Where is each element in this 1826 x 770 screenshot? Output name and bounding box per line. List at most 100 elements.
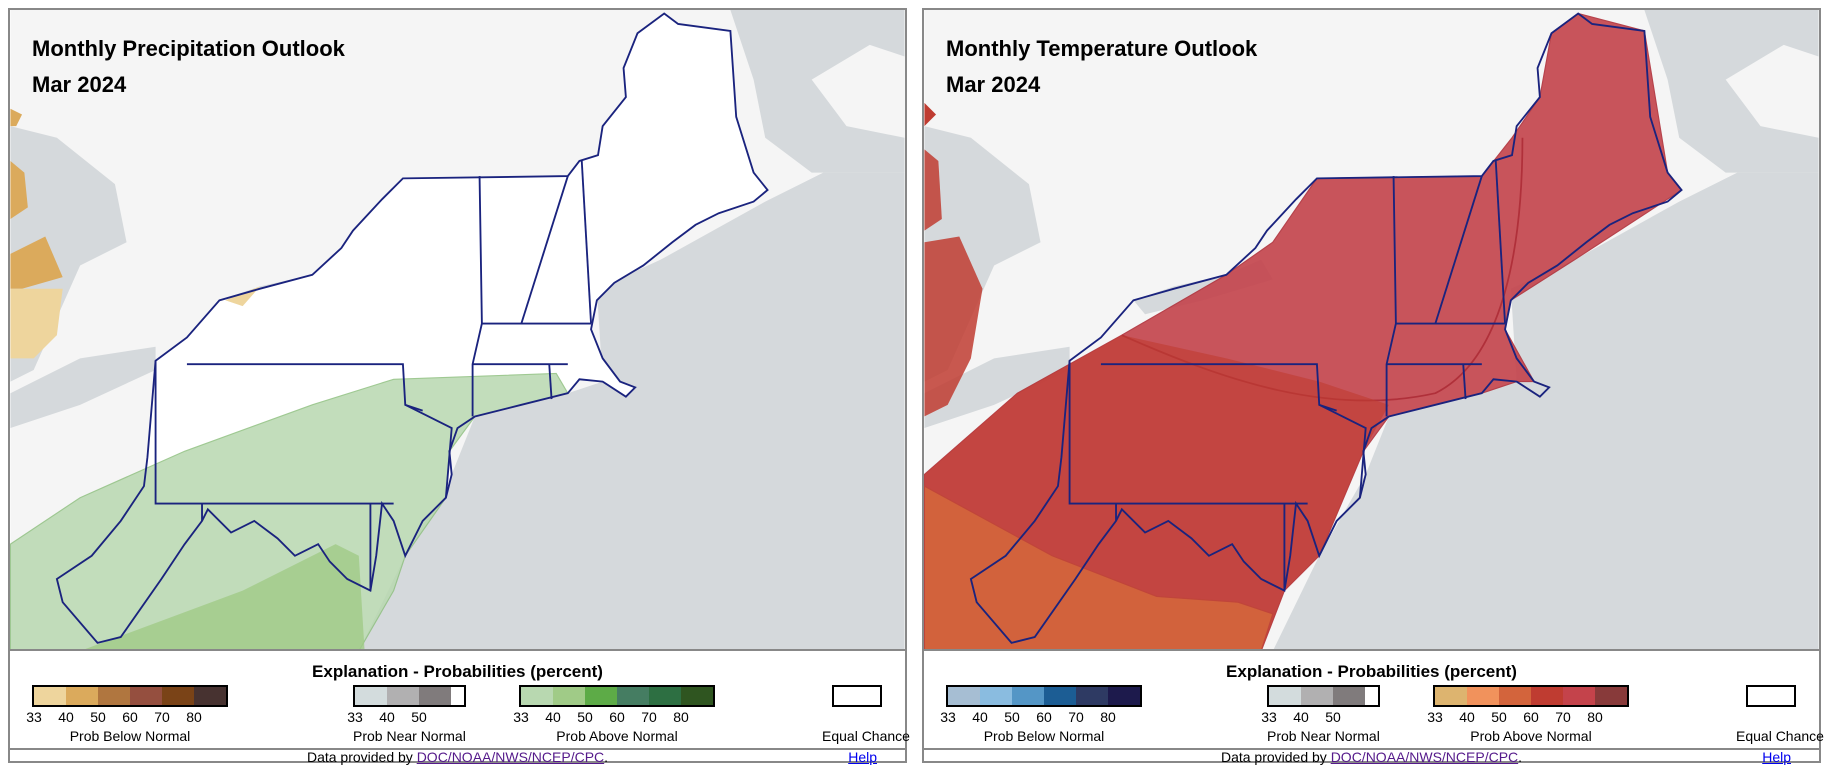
gulf-of-st-lawrence <box>707 10 905 173</box>
color-swatch <box>1012 687 1044 705</box>
tick-label: 50 <box>90 709 106 725</box>
footer: Data provided by DOC/NOAA/NWS/NCEP/CPC. H… <box>924 748 1819 765</box>
legend-caption: Prob Above Normal <box>1470 728 1592 744</box>
tick-label: 60 <box>122 709 138 725</box>
legend-caption: Prob Near Normal <box>353 728 466 744</box>
color-swatch <box>1435 687 1467 705</box>
tick-label: 80 <box>673 709 689 725</box>
below-normal-area <box>10 108 23 127</box>
tick-label: 40 <box>1293 709 1309 725</box>
map-title: Monthly Precipitation Outlook <box>32 36 345 61</box>
tick-label: 70 <box>1555 709 1571 725</box>
legend-caption: Prob Below Normal <box>69 728 191 744</box>
color-swatch <box>66 687 98 705</box>
color-swatch <box>130 687 162 705</box>
color-bar <box>1433 685 1629 707</box>
tick-label: 50 <box>1004 709 1020 725</box>
color-bar <box>353 685 466 707</box>
state-border <box>1068 360 1308 505</box>
color-swatch <box>948 687 980 705</box>
tick-label: 60 <box>1523 709 1539 725</box>
gulf-of-st-lawrence <box>1621 10 1819 173</box>
help-link[interactable]: Help <box>848 749 877 765</box>
tick-label: 40 <box>379 709 395 725</box>
tick-label: 50 <box>1325 709 1341 725</box>
lake-erie <box>10 346 156 429</box>
tick-label: 40 <box>1459 709 1475 725</box>
data-source-link[interactable]: DOC/NOAA/NWS/NCEP/CPC <box>416 749 605 765</box>
color-swatch <box>419 687 451 705</box>
tick-label: 33 <box>1427 709 1443 725</box>
precipitation-outlook-panel: Monthly Precipitation Outlook Mar 2024 E… <box>8 8 910 765</box>
above-normal-area <box>924 149 942 231</box>
map-title: Monthly Temperature Outlook <box>946 36 1258 61</box>
state-border <box>580 160 592 324</box>
color-swatch <box>521 687 553 705</box>
color-swatch <box>649 687 681 705</box>
color-swatch <box>1563 687 1595 705</box>
tick-labels: 33 40 50 60 70 80 <box>26 707 228 727</box>
tick-label: 50 <box>411 709 427 725</box>
tick-label: 60 <box>609 709 625 725</box>
color-swatch <box>34 687 66 705</box>
color-swatch <box>387 687 419 705</box>
tick-label: 50 <box>1491 709 1507 725</box>
tick-labels: 33 40 50 <box>347 707 466 727</box>
tick-label: 50 <box>577 709 593 725</box>
map-period: Mar 2024 <box>32 72 127 97</box>
color-swatch <box>1531 687 1563 705</box>
legend: Explanation - Probabilities (percent) 33 4… <box>10 653 910 749</box>
data-source-link[interactable]: DOC/NOAA/NWS/NCEP/CPC <box>1330 749 1519 765</box>
lake-erie <box>924 346 1070 429</box>
above-normal-50-area <box>924 485 1274 649</box>
footer-suffix: . <box>1518 749 1523 765</box>
color-swatch <box>1595 687 1627 705</box>
state-border <box>154 360 394 505</box>
precipitation-map[interactable] <box>10 10 905 651</box>
color-swatch <box>1301 687 1333 705</box>
tick-labels: 33 40 50 60 70 80 <box>940 707 1142 727</box>
color-swatch <box>1467 687 1499 705</box>
legend-group-prob-below-normal: 33 40 50 60 70 80 Prob Below Normal <box>26 685 228 744</box>
legend-caption: Prob Near Normal <box>1267 728 1380 744</box>
tick-labels: 33 40 50 60 70 80 <box>1427 707 1629 727</box>
color-swatch <box>162 687 194 705</box>
state-border <box>1494 160 1506 324</box>
state-border <box>1434 175 1483 324</box>
tick-label: 40 <box>545 709 561 725</box>
color-swatch <box>553 687 585 705</box>
above-normal-40-area <box>85 544 365 649</box>
color-swatch <box>1108 687 1140 705</box>
ocean <box>359 172 905 649</box>
tick-labels: 33 40 50 <box>1261 707 1380 727</box>
color-bar <box>1267 685 1380 707</box>
legend-caption: Prob Below Normal <box>983 728 1105 744</box>
tick-label: 70 <box>154 709 170 725</box>
map-period: Mar 2024 <box>946 72 1041 97</box>
tick-label: 70 <box>641 709 657 725</box>
color-swatch <box>980 687 1012 705</box>
color-swatch <box>1269 687 1301 705</box>
tick-label: 33 <box>26 709 42 725</box>
below-normal-area <box>10 160 28 220</box>
footer-prefix: Data provided by <box>306 749 417 765</box>
equal-chance-swatch <box>1746 685 1796 707</box>
color-bar <box>946 685 1142 707</box>
state-outline <box>55 12 769 644</box>
color-swatch <box>1333 687 1365 705</box>
color-bar <box>32 685 228 707</box>
temperature-map[interactable] <box>924 10 1819 651</box>
tick-label: 33 <box>347 709 363 725</box>
tick-label: 40 <box>972 709 988 725</box>
footer-prefix: Data provided by <box>1220 749 1331 765</box>
help-link[interactable]: Help <box>1762 749 1791 765</box>
map-svg <box>10 10 905 649</box>
tick-label: 33 <box>513 709 529 725</box>
equal-chance-label: Equal Chance <box>1736 728 1824 744</box>
tick-label: 80 <box>1100 709 1116 725</box>
footer-suffix: . <box>604 749 609 765</box>
color-swatch <box>98 687 130 705</box>
ocean <box>1273 172 1819 649</box>
color-swatch <box>194 687 226 705</box>
equal-chance-label: Equal Chance <box>822 728 910 744</box>
